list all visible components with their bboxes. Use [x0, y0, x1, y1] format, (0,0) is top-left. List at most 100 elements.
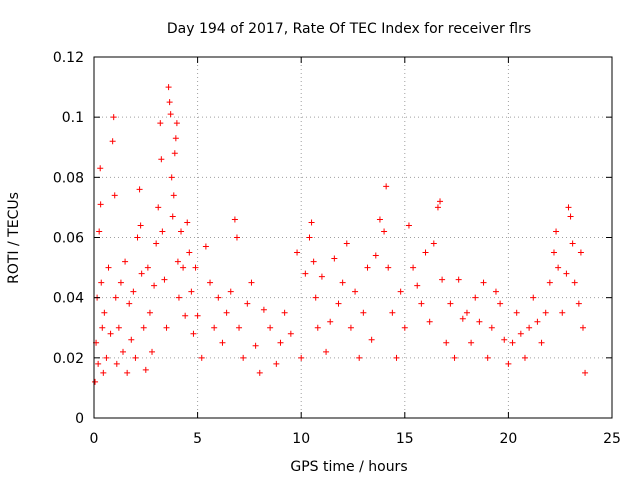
data-point	[252, 342, 259, 349]
data-point	[559, 309, 566, 316]
data-point	[159, 228, 166, 235]
data-point	[463, 309, 470, 316]
data-point	[434, 204, 441, 211]
data-point	[144, 264, 151, 271]
y-axis-label: ROTI / TECUs	[6, 192, 22, 284]
data-point	[267, 324, 274, 331]
data-point	[130, 288, 137, 295]
data-point	[158, 156, 165, 163]
data-point	[99, 324, 106, 331]
data-point	[117, 279, 124, 286]
data-point	[468, 339, 475, 346]
data-point	[318, 273, 325, 280]
data-point	[169, 213, 176, 220]
data-point	[356, 354, 363, 361]
data-point	[364, 264, 371, 271]
data-point	[422, 249, 429, 256]
x-tick-label: 5	[193, 431, 202, 447]
data-point	[294, 249, 301, 256]
data-point	[455, 276, 462, 283]
data-point	[314, 324, 321, 331]
data-point	[256, 369, 263, 376]
data-point	[281, 309, 288, 316]
data-point	[124, 369, 131, 376]
data-point	[372, 252, 379, 259]
data-point	[223, 309, 230, 316]
data-point	[505, 360, 512, 367]
data-point	[219, 339, 226, 346]
data-point	[170, 192, 177, 199]
data-point	[459, 315, 466, 322]
data-point	[323, 348, 330, 355]
data-point	[546, 279, 553, 286]
data-point	[166, 99, 173, 106]
data-point	[146, 309, 153, 316]
data-point	[513, 309, 520, 316]
data-point	[260, 306, 267, 313]
data-point	[347, 324, 354, 331]
y-tick-label: 0.12	[53, 50, 84, 66]
data-point	[343, 240, 350, 247]
data-point	[136, 186, 143, 193]
data-point	[227, 288, 234, 295]
data-point	[167, 111, 174, 118]
data-point	[111, 192, 118, 199]
data-point	[149, 348, 156, 355]
data-points	[92, 84, 589, 385]
data-point	[182, 312, 189, 319]
data-point	[538, 339, 545, 346]
data-point	[569, 240, 576, 247]
data-point	[530, 294, 537, 301]
data-point	[414, 282, 421, 289]
data-point	[571, 279, 578, 286]
data-point	[174, 258, 181, 265]
chart-title: Day 194 of 2017, Rate Of TEC Index for r…	[167, 21, 531, 37]
y-tick-label: 0	[75, 411, 84, 427]
data-point	[555, 264, 562, 271]
data-point	[389, 309, 396, 316]
data-point	[443, 339, 450, 346]
data-point	[107, 330, 114, 337]
data-point	[339, 279, 346, 286]
data-point	[310, 258, 317, 265]
data-point	[312, 294, 319, 301]
data-point	[418, 300, 425, 307]
data-point	[497, 300, 504, 307]
data-point	[492, 288, 499, 295]
data-point	[134, 234, 141, 241]
data-point	[194, 312, 201, 319]
data-point	[97, 165, 104, 172]
data-point	[565, 204, 572, 211]
data-point	[550, 249, 557, 256]
data-point	[97, 201, 104, 208]
x-tick-label: 25	[603, 431, 621, 447]
data-point	[577, 249, 584, 256]
data-point	[103, 354, 110, 361]
y-tick-label: 0.1	[62, 110, 84, 126]
data-point	[240, 354, 247, 361]
data-point	[186, 249, 193, 256]
data-point	[161, 276, 168, 283]
x-axis-ticks: 0 5 10 15 20 25	[90, 57, 621, 447]
data-point	[105, 264, 112, 271]
data-point	[426, 318, 433, 325]
data-point	[430, 240, 437, 247]
data-point	[168, 174, 175, 181]
data-point	[480, 279, 487, 286]
data-point	[138, 270, 145, 277]
data-point	[175, 294, 182, 301]
y-tick-label: 0.06	[53, 231, 84, 247]
data-point	[110, 114, 117, 121]
data-point	[198, 354, 205, 361]
data-point	[484, 354, 491, 361]
y-tick-label: 0.08	[53, 170, 84, 186]
data-point	[190, 330, 197, 337]
data-point	[180, 264, 187, 271]
data-point	[101, 309, 108, 316]
data-point	[335, 300, 342, 307]
data-point	[517, 330, 524, 337]
data-point	[128, 336, 135, 343]
data-point	[142, 366, 149, 373]
data-point	[439, 276, 446, 283]
data-point	[202, 243, 209, 250]
